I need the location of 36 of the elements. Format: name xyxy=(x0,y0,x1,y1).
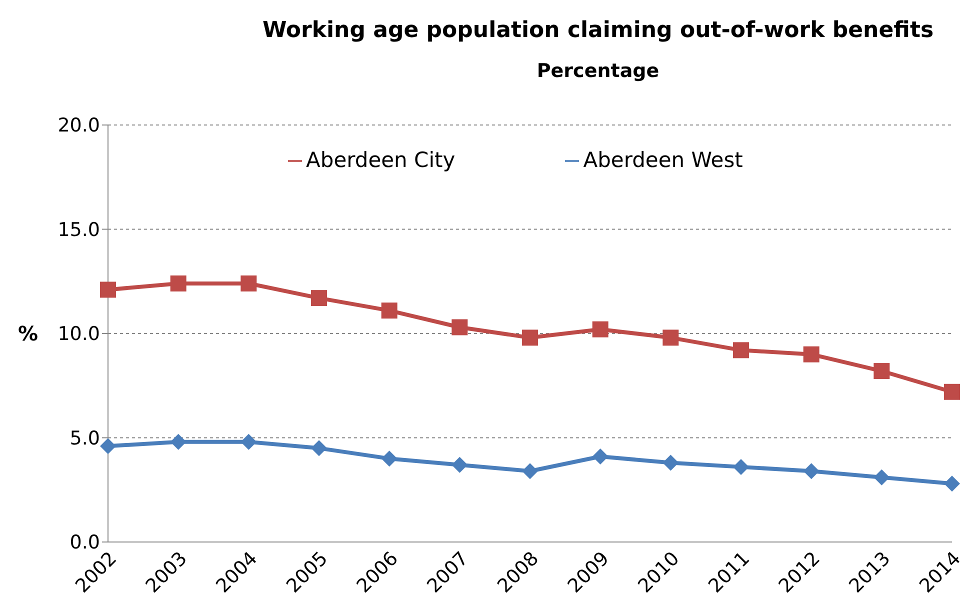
y-tick-label: 15.0 xyxy=(58,218,100,241)
legend-label: Aberdeen West xyxy=(583,148,743,172)
y-tick-label: 5.0 xyxy=(70,427,100,450)
y-tick-label: 10.0 xyxy=(58,323,100,346)
point xyxy=(311,290,327,306)
point xyxy=(452,456,468,473)
point xyxy=(170,434,186,450)
point xyxy=(592,321,608,338)
point xyxy=(240,275,257,292)
point xyxy=(803,463,820,480)
point xyxy=(522,330,538,346)
point xyxy=(733,458,749,475)
point xyxy=(381,450,398,467)
point xyxy=(733,342,749,358)
legend-label: Aberdeen City xyxy=(306,148,456,172)
point xyxy=(381,302,398,319)
point xyxy=(662,330,679,346)
point xyxy=(662,454,679,471)
y-axis-title: % xyxy=(18,322,38,346)
point xyxy=(874,363,890,380)
point xyxy=(100,438,116,454)
y-tick-label: 20.0 xyxy=(58,114,100,137)
point xyxy=(240,434,257,450)
y-tick-label: 0.0 xyxy=(70,532,100,554)
point xyxy=(592,448,608,465)
chart-title: Working age population claiming out-of-work benefits xyxy=(261,18,935,43)
point xyxy=(100,282,116,298)
point xyxy=(522,463,538,480)
point xyxy=(874,469,890,486)
point xyxy=(170,275,186,292)
point xyxy=(944,476,960,492)
point xyxy=(944,384,960,400)
point xyxy=(311,440,327,456)
point xyxy=(452,319,468,336)
point xyxy=(803,346,820,362)
chart-subtitle: Percentage xyxy=(536,60,660,82)
